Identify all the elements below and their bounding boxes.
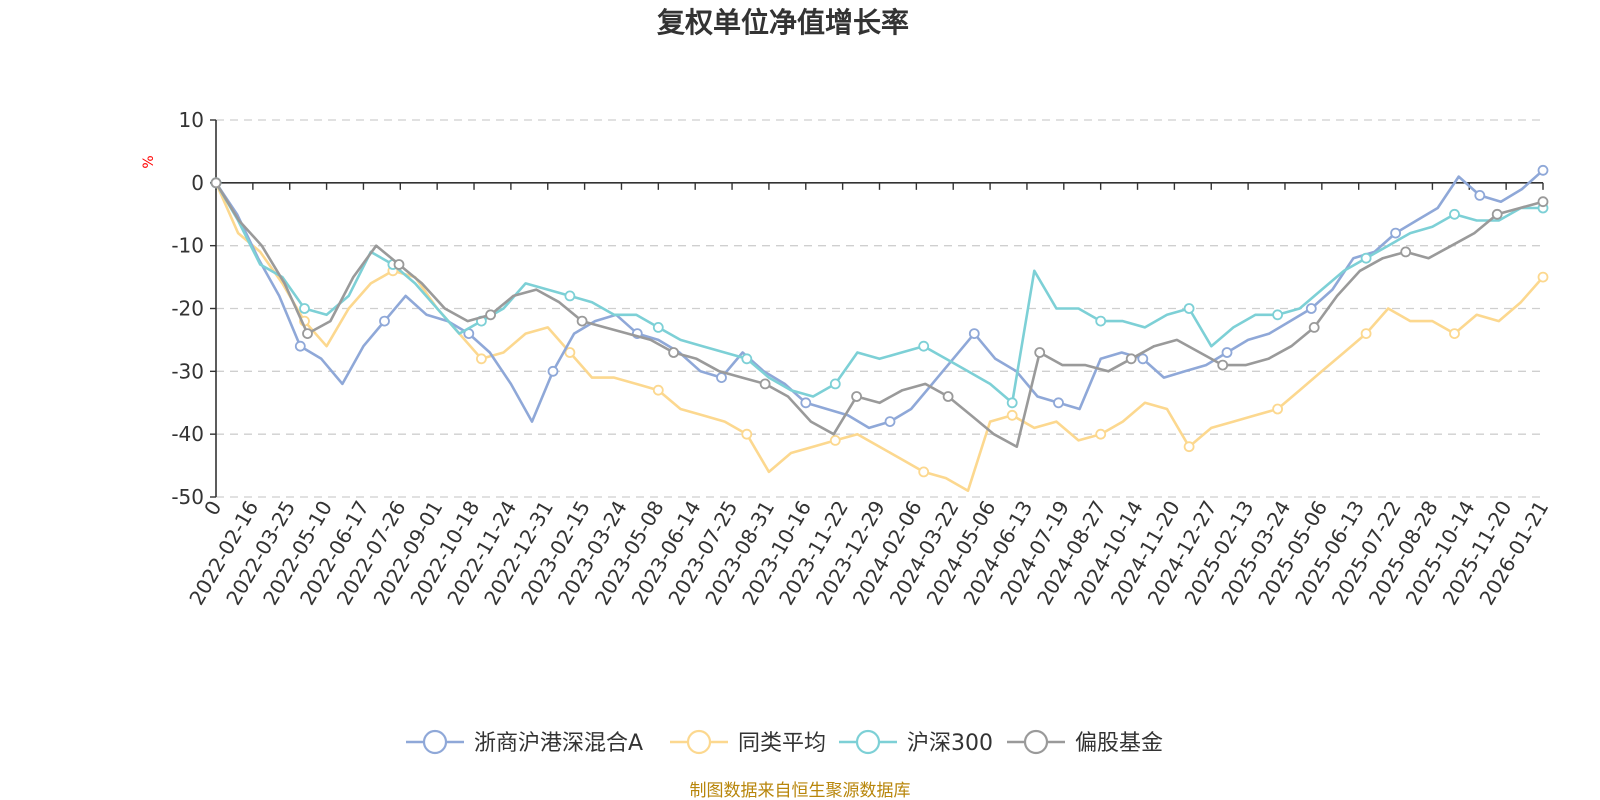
y-tick-label: -40 [171, 422, 204, 446]
data-point [1305, 303, 1317, 314]
data-point [294, 340, 306, 352]
y-axis: 10 0 -10 -20 -30 -40 -50 [171, 108, 216, 509]
y-tick-label: -20 [171, 297, 204, 321]
grid-lines [216, 119, 1543, 498]
data-point [741, 353, 753, 365]
data-point [829, 378, 841, 390]
legend[interactable]: 浙商沪港深混合A 同类平均 沪深300 偏股基金 [406, 729, 1163, 756]
data-point [1308, 321, 1320, 333]
data-point [829, 434, 841, 446]
data-point [1095, 315, 1107, 327]
series-line [214, 182, 1543, 405]
legend-marker [686, 729, 712, 755]
data-point [1272, 309, 1283, 321]
data-point [475, 353, 487, 365]
data-point [1006, 409, 1018, 421]
data-point [1400, 246, 1412, 258]
data-point [1217, 359, 1229, 371]
data-point [1449, 208, 1460, 220]
data-point [1006, 397, 1018, 409]
data-point [1360, 328, 1372, 340]
data-point [485, 309, 497, 321]
x-axis: 02022-02-162022-03-252022-05-102022-06-1… [184, 182, 1553, 609]
y-tick-label: -10 [171, 234, 204, 258]
y-tick-label: 0 [191, 171, 204, 195]
series-group [210, 164, 1549, 492]
data-point [918, 340, 930, 352]
data-point [716, 372, 727, 384]
data-point [1474, 189, 1486, 201]
data-point [884, 416, 896, 428]
data-point [942, 391, 954, 402]
data-point [1491, 208, 1503, 220]
data-point [576, 315, 588, 327]
data-point [1137, 353, 1149, 365]
data-point [1125, 353, 1137, 365]
y-tick-label: -30 [171, 359, 204, 383]
legend-marker [1023, 729, 1049, 755]
data-point [299, 303, 310, 314]
data-point [1360, 252, 1372, 264]
legend-label: 偏股基金 [1075, 731, 1163, 756]
chart-title: 复权单位净值增长率 [657, 6, 909, 39]
data-point [379, 315, 390, 327]
legend-item[interactable]: 浙商沪港深混合A [406, 729, 643, 756]
data-point [1390, 227, 1401, 239]
data-point [564, 347, 576, 358]
legend-marker [422, 729, 448, 755]
legend-label: 沪深300 [907, 731, 993, 756]
data-point [564, 290, 576, 302]
data-point [652, 321, 664, 333]
legend-item[interactable]: 偏股基金 [1007, 729, 1163, 756]
data-point [1183, 303, 1195, 314]
data-point [800, 397, 812, 409]
data-point [851, 391, 862, 402]
series-line [214, 169, 1544, 430]
data-point [210, 177, 222, 189]
data-point [547, 365, 559, 377]
data-point [393, 259, 405, 270]
data-point [741, 428, 753, 440]
data-point [1449, 328, 1460, 340]
series-line [214, 182, 1544, 448]
data-point [1537, 164, 1549, 176]
data-point [1095, 428, 1107, 440]
data-point [1537, 271, 1549, 283]
data-point [668, 347, 679, 358]
data-point [918, 466, 930, 478]
data-point [759, 378, 771, 390]
y-tick-label: -50 [171, 485, 204, 509]
legend-item[interactable]: 同类平均 [670, 729, 826, 756]
source-note: 制图数据来自恒生聚源数据库 [690, 781, 911, 800]
x-tick-label: 0 [199, 497, 226, 520]
data-point [1183, 441, 1195, 453]
legend-marker [855, 729, 881, 755]
data-point [1272, 403, 1283, 415]
legend-label: 同类平均 [738, 731, 826, 756]
series-line [214, 182, 1544, 492]
legend-item[interactable]: 沪深300 [839, 729, 993, 756]
data-point [652, 384, 664, 396]
data-point [302, 328, 313, 340]
legend-label: 浙商沪港深混合A [474, 731, 643, 756]
y-axis-label: % [141, 155, 157, 168]
data-point [1053, 397, 1064, 409]
data-point [1537, 196, 1549, 208]
data-point [968, 328, 980, 340]
data-point [1034, 347, 1046, 358]
y-tick-label: 10 [179, 108, 204, 132]
data-point [1221, 347, 1233, 358]
